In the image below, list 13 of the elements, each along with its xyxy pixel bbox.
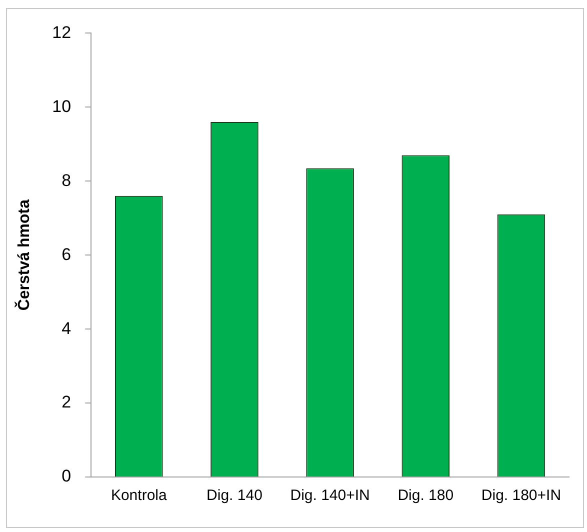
- y-axis-title: Čerstvá hmota: [14, 199, 34, 311]
- y-tick-label: 6: [62, 244, 72, 264]
- x-tick-label: Dig. 180+IN: [481, 487, 562, 504]
- y-tick-label: 10: [52, 96, 72, 116]
- x-tick-label: Dig. 140: [206, 487, 262, 504]
- y-tick-label: 8: [62, 170, 72, 190]
- x-tick-label: Dig. 180: [398, 487, 454, 504]
- x-tick-label: Dig. 140+IN: [290, 487, 370, 504]
- x-tick-label: Kontrola: [110, 487, 168, 504]
- y-tick-label: 4: [62, 318, 72, 338]
- y-tick-label: 12: [52, 22, 72, 42]
- y-tick-label: 2: [62, 392, 72, 412]
- y-tick-label: 0: [62, 466, 72, 486]
